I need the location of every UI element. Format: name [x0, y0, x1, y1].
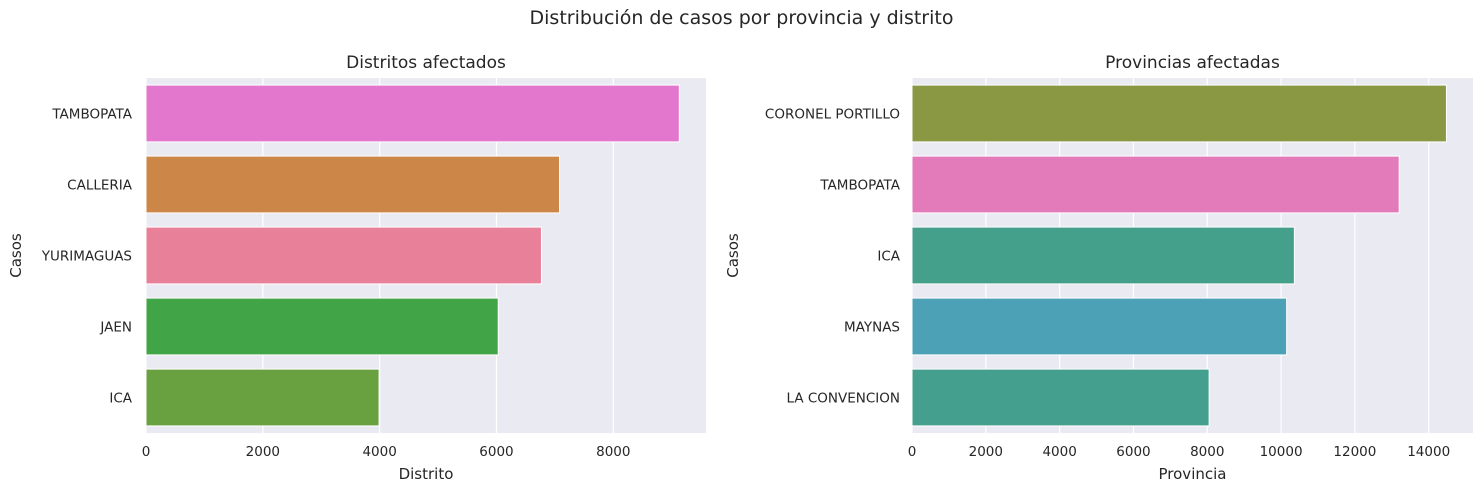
x-tick-label: 8000 [596, 444, 630, 460]
x-tick-label: 0 [908, 444, 917, 460]
bar-yurimaguas [145, 226, 542, 285]
y-tick-label: TAMBOPATA [51, 107, 132, 123]
x-tick-label: 10000 [1260, 444, 1303, 460]
y-tick-label: CALLERIA [67, 178, 133, 194]
chart-title: Distritos afectados [346, 53, 506, 73]
chart-provinces: 0 2000 4000 6000 8000 10000 12000 14000 CORONEL … [724, 53, 1473, 483]
x-tick-label: 12000 [1333, 444, 1376, 460]
x-tick-label: 2000 [969, 444, 1003, 460]
chart-title: Provincias afectadas [1105, 53, 1280, 73]
x-tick-label: 0 [142, 444, 151, 460]
bar-tambopata [911, 155, 1400, 214]
bar-ica [911, 226, 1295, 285]
x-axis-label: Provincia [1159, 465, 1227, 483]
x-tick-label: 4000 [362, 444, 396, 460]
x-tick-label: 2000 [246, 444, 280, 460]
y-tick-label: LA CONVENCION [786, 391, 900, 407]
y-tick-label: TAMBOPATA [819, 178, 900, 194]
figure-suptitle: Distribución de casos por provincia y di… [530, 7, 954, 29]
bar-calleria [145, 155, 561, 214]
y-tick-label: ICA [877, 249, 900, 265]
bar-maynas [911, 297, 1288, 356]
y-tick-label: ICA [109, 391, 132, 407]
y-axis-label: Casos [724, 233, 742, 278]
chart-districts: 0 2000 4000 6000 8000 TAMBOPATA CALLERIA YURIMA… [7, 53, 706, 483]
x-tick-label: 6000 [1116, 444, 1150, 460]
bar-coronel-portillo [911, 84, 1447, 143]
y-tick-label: CORONEL PORTILLO [765, 107, 900, 123]
y-tick-label: JAEN [99, 320, 132, 336]
x-axis-label: Distrito [399, 465, 454, 483]
x-tick-label: 4000 [1042, 444, 1076, 460]
y-tick-label: YURIMAGUAS [41, 249, 132, 265]
bar-la-convencion [911, 368, 1210, 427]
x-tick-label: 14000 [1407, 444, 1450, 460]
bar-jaen [145, 297, 499, 356]
y-tick-label: MAYNAS [844, 320, 900, 336]
y-axis-label: Casos [7, 233, 25, 278]
x-tick-label: 6000 [479, 444, 513, 460]
bar-tambopata [145, 84, 680, 143]
x-tick-label: 8000 [1190, 444, 1224, 460]
bar-ica [145, 368, 380, 427]
